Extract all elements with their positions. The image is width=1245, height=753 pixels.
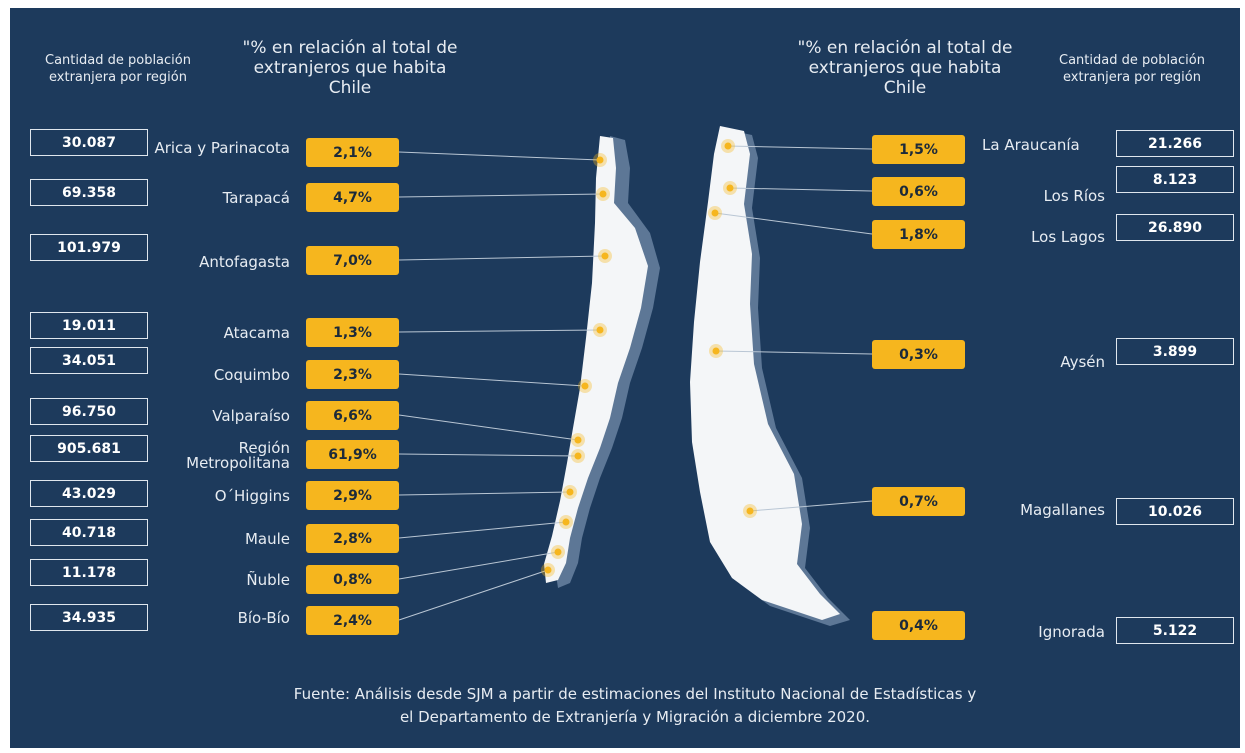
- count-box-south-4: 10.026: [1116, 498, 1234, 525]
- region-name-8: Maule: [244, 530, 290, 548]
- percent-badge-5: 6,6%: [306, 401, 399, 430]
- count-box-10: 34.935: [30, 604, 148, 631]
- marker-left-9: [554, 548, 562, 556]
- percent-badge-south-4: 0,7%: [872, 487, 965, 516]
- connector-left-5: [398, 414, 579, 441]
- header-count-right: Cantidad de población extranjera por reg…: [1059, 53, 1205, 85]
- count-box-3: 19.011: [30, 312, 148, 339]
- percent-badge-3: 1,3%: [306, 318, 399, 347]
- count-box-south-2: 26.890: [1116, 214, 1234, 241]
- percent-badge-0: 2,1%: [306, 138, 399, 167]
- percent-badge-2: 7,0%: [306, 246, 399, 275]
- count-box-7: 43.029: [30, 480, 148, 507]
- count-box-0: 30.087: [30, 129, 148, 156]
- connector-left-3: [398, 329, 601, 333]
- marker-left-10: [544, 566, 552, 574]
- connector-right-0: [727, 145, 873, 150]
- percent-badge-6: 61,9%: [306, 440, 399, 469]
- header-count-left: Cantidad de población extranjera por reg…: [45, 53, 191, 85]
- header-percent-right: "% en relación al total de extranjeros q…: [797, 38, 1013, 98]
- region-name-6: Región Metropolitana: [186, 439, 290, 472]
- marker-left-6: [574, 452, 582, 460]
- marker-left-4: [581, 382, 589, 390]
- map-south: [690, 126, 840, 620]
- percent-badge-8: 2,8%: [306, 524, 399, 553]
- connector-right-2: [714, 212, 873, 235]
- marker-right-2: [711, 209, 719, 217]
- count-box-1: 69.358: [30, 179, 148, 206]
- region-name-5: Valparaíso: [212, 407, 290, 425]
- count-box-south-1: 8.123: [1116, 166, 1234, 193]
- region-name-0: Arica y Parinacota: [154, 139, 290, 157]
- region-name-south-2: Los Lagos: [1031, 228, 1105, 246]
- header-percent-left: "% en relación al total de extranjeros q…: [242, 38, 458, 98]
- connector-left-2: [398, 255, 606, 261]
- count-box-2: 101.979: [30, 234, 148, 261]
- marker-left-8: [562, 518, 570, 526]
- source-line-2: el Departamento de Extranjería y Migraci…: [399, 708, 871, 726]
- connector-right-4: [749, 500, 873, 512]
- connector-left-1: [398, 193, 604, 198]
- count-box-south-5: 5.122: [1116, 617, 1234, 644]
- source-note: Fuente: Análisis desde SJM a partir de e…: [170, 683, 1100, 729]
- marker-right-3: [712, 347, 720, 355]
- region-name-2: Antofagasta: [199, 253, 290, 271]
- marker-left-0: [596, 156, 604, 164]
- connector-right-1: [729, 187, 873, 192]
- source-line-1: Fuente: Análisis desde SJM a partir de e…: [293, 685, 977, 703]
- marker-left-3: [596, 326, 604, 334]
- percent-badge-south-2: 1,8%: [872, 220, 965, 249]
- connector-left-6: [398, 453, 579, 457]
- percent-badge-south-1: 0,6%: [872, 177, 965, 206]
- marker-right-1: [726, 184, 734, 192]
- marker-left-1: [599, 190, 607, 198]
- marker-right-0: [724, 142, 732, 150]
- count-box-south-0: 21.266: [1116, 130, 1234, 157]
- percent-badge-9: 0,8%: [306, 565, 399, 594]
- connector-left-9: [398, 551, 559, 580]
- percent-badge-south-5: 0,4%: [872, 611, 965, 640]
- count-box-5: 96.750: [30, 398, 148, 425]
- count-box-6: 905.681: [30, 435, 148, 462]
- count-box-south-3: 3.899: [1116, 338, 1234, 365]
- region-name-4: Coquimbo: [213, 366, 290, 384]
- marker-left-5: [574, 436, 582, 444]
- region-name-7: O´Higgins: [214, 487, 290, 505]
- region-name-1: Tarapacá: [222, 189, 290, 207]
- marker-left-2: [601, 252, 609, 260]
- map-north: [544, 136, 648, 583]
- marker-right-4: [746, 507, 754, 515]
- connector-left-0: [398, 151, 601, 161]
- connector-left-7: [398, 491, 571, 496]
- connector-left-8: [398, 521, 567, 539]
- region-name-south-0: La Araucanía: [982, 136, 1080, 154]
- count-box-4: 34.051: [30, 347, 148, 374]
- percent-badge-4: 2,3%: [306, 360, 399, 389]
- region-name-south-1: Los Ríos: [1043, 187, 1105, 205]
- region-name-3: Atacama: [223, 324, 290, 342]
- percent-badge-south-3: 0,3%: [872, 340, 965, 369]
- percent-badge-south-0: 1,5%: [872, 135, 965, 164]
- region-name-9: Ñuble: [246, 571, 290, 589]
- percent-badge-7: 2,9%: [306, 481, 399, 510]
- region-name-south-3: Aysén: [1060, 353, 1105, 371]
- percent-badge-1: 4,7%: [306, 183, 399, 212]
- chile-map: [398, 126, 873, 626]
- region-name-10: Bío-Bío: [237, 609, 290, 627]
- connector-left-10: [398, 569, 549, 621]
- region-name-south-5: Ignorada: [1038, 623, 1105, 641]
- infographic: Cantidad de población extranjera por reg…: [10, 8, 1240, 748]
- count-box-8: 40.718: [30, 519, 148, 546]
- count-box-9: 11.178: [30, 559, 148, 586]
- region-name-south-4: Magallanes: [1020, 501, 1105, 519]
- connector-right-3: [715, 350, 873, 355]
- marker-left-7: [566, 488, 574, 496]
- percent-badge-10: 2,4%: [306, 606, 399, 635]
- connector-left-4: [398, 373, 586, 387]
